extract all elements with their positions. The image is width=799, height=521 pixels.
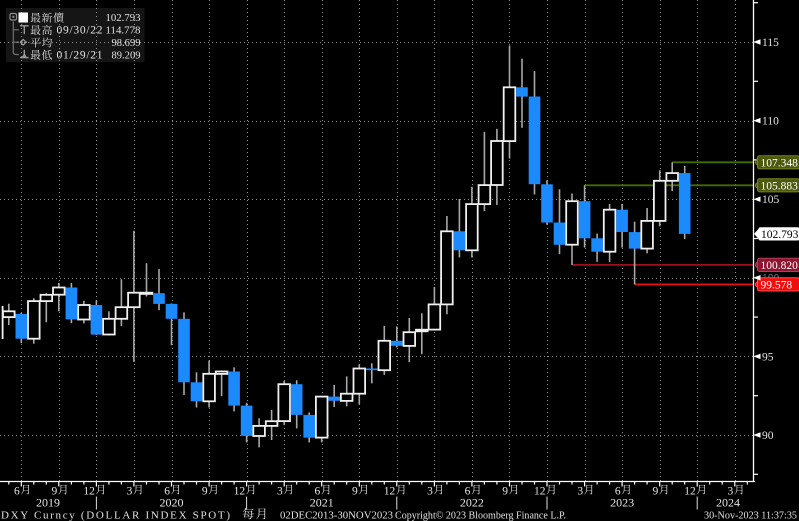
svg-text:3: 3 (427, 486, 433, 498)
svg-text:3: 3 (127, 486, 133, 498)
svg-text:99.578: 99.578 (761, 280, 793, 292)
svg-text:2019: 2019 (36, 496, 60, 510)
svg-text:2022: 2022 (460, 496, 484, 510)
svg-text:30-Nov-2023 11:37:35: 30-Nov-2023 11:37:35 (704, 510, 797, 521)
svg-text:6: 6 (465, 486, 471, 498)
svg-text:12: 12 (534, 486, 546, 498)
svg-text:89.209: 89.209 (112, 49, 141, 61)
svg-text:98.699: 98.699 (112, 37, 141, 49)
svg-text:12: 12 (234, 486, 246, 498)
svg-text:12: 12 (83, 486, 95, 498)
svg-text:2023: 2023 (610, 496, 634, 510)
svg-text:6: 6 (314, 486, 320, 498)
svg-text:12: 12 (684, 486, 696, 498)
svg-text:09/30/22: 09/30/22 (57, 25, 103, 37)
svg-text:102.793: 102.793 (106, 12, 141, 24)
svg-text:105.883: 105.883 (761, 180, 799, 192)
svg-text:6: 6 (164, 486, 170, 498)
svg-text:12: 12 (384, 486, 396, 498)
svg-text:105: 105 (762, 194, 780, 206)
svg-text:Copyright© 2023 Bloomberg Fina: Copyright© 2023 Bloomberg Finance L.P. (395, 510, 566, 521)
svg-text:3: 3 (728, 486, 734, 498)
svg-text:110: 110 (762, 116, 779, 128)
svg-text:2021: 2021 (310, 496, 334, 510)
svg-text:02DEC2013-30NOV2023: 02DEC2013-30NOV2023 (280, 510, 393, 521)
svg-text:90: 90 (762, 430, 774, 442)
svg-text:9: 9 (502, 486, 508, 498)
svg-text:9: 9 (202, 486, 208, 498)
svg-text:6: 6 (615, 486, 621, 498)
svg-text:114.778: 114.778 (106, 25, 141, 37)
svg-text:9: 9 (652, 486, 658, 498)
svg-text:115: 115 (762, 37, 779, 49)
svg-text:9: 9 (352, 486, 358, 498)
svg-text:3: 3 (277, 486, 283, 498)
svg-text:107.348: 107.348 (761, 157, 799, 169)
svg-text:2020: 2020 (160, 496, 184, 510)
svg-text:95: 95 (762, 351, 774, 363)
svg-text:3: 3 (577, 486, 583, 498)
svg-text:6: 6 (14, 486, 20, 498)
svg-text:01/29/21: 01/29/21 (57, 49, 103, 61)
svg-text:9: 9 (52, 486, 58, 498)
svg-text:DXY Curncy (DOLLAR INDEX SPOT): DXY Curncy (DOLLAR INDEX SPOT) (1, 510, 230, 521)
svg-text:2024: 2024 (716, 496, 740, 510)
svg-text:100.820: 100.820 (761, 260, 799, 272)
svg-text:102.793: 102.793 (761, 229, 799, 241)
